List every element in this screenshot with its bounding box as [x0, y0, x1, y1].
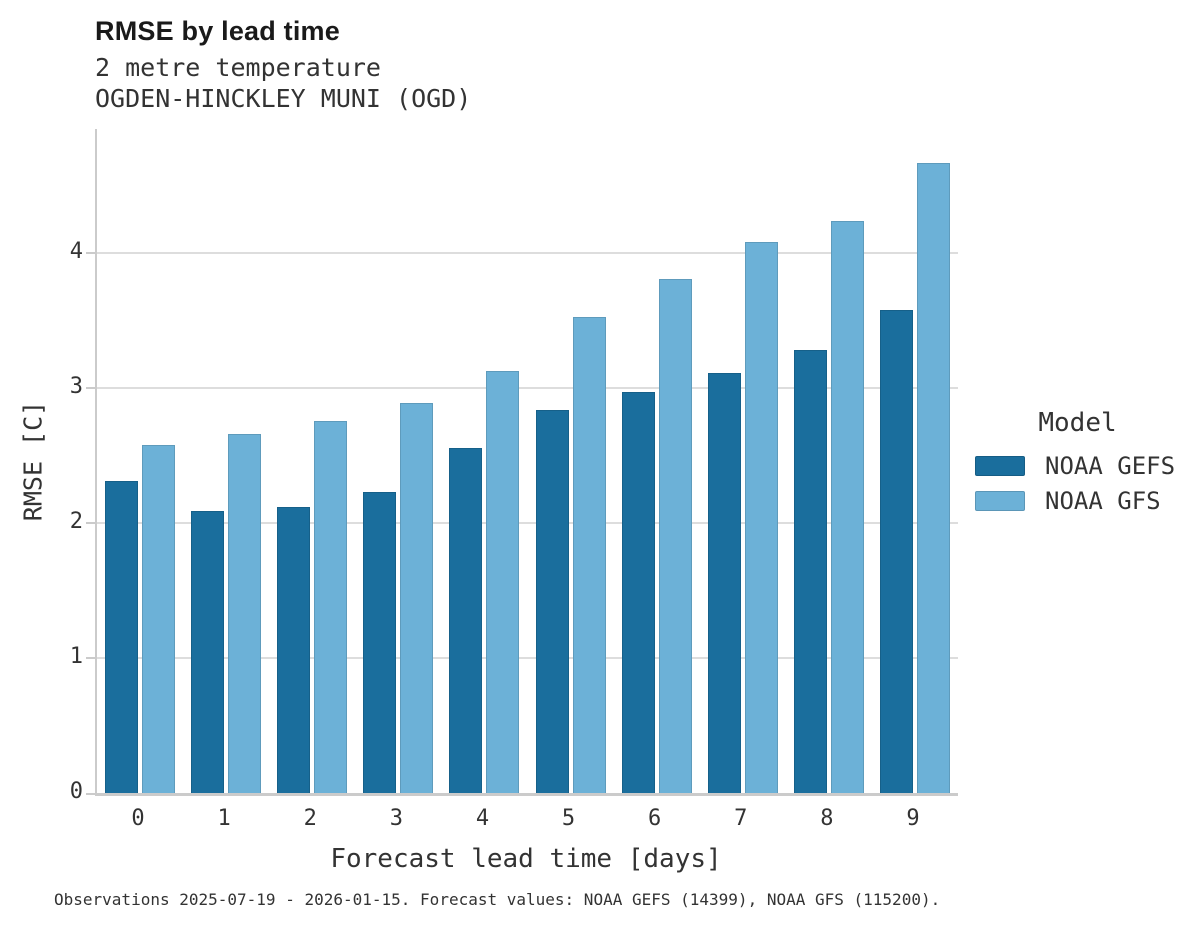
chart-subtitle-station: OGDEN-HINCKLEY MUNI (OGD)	[95, 84, 472, 113]
y-tick-label-4: 4	[69, 239, 83, 265]
legend-swatch-gfs-icon	[975, 490, 1025, 511]
gridline-y-4	[97, 252, 958, 255]
x-tick-label-9: 9	[906, 806, 920, 831]
y-tick-label-1: 1	[69, 644, 83, 670]
bar-noaa-gefs-day-8	[793, 350, 827, 793]
legend-label-gfs: NOAA GFS	[1045, 486, 1161, 515]
x-tick-label-1: 1	[217, 806, 231, 831]
y-tick-label-3: 3	[69, 374, 83, 400]
x-tick-label-2: 2	[303, 806, 317, 831]
y-tick-mark-1	[86, 657, 95, 660]
legend-swatch-gefs-icon	[975, 455, 1025, 476]
bar-noaa-gefs-day-9	[879, 309, 913, 793]
chart-title: RMSE by lead time	[95, 16, 340, 46]
x-tick-label-4: 4	[475, 806, 490, 831]
bar-noaa-gfs-day-3	[400, 402, 434, 793]
bar-noaa-gfs-day-4	[486, 370, 520, 793]
gridline-y-2	[97, 522, 958, 525]
x-tick-label-3: 3	[389, 806, 403, 831]
bar-noaa-gefs-day-4	[449, 447, 483, 793]
legend-label-gefs: NOAA GEFS	[1045, 451, 1176, 480]
x-tick-label-6: 6	[648, 806, 662, 831]
bar-noaa-gfs-day-5	[572, 316, 606, 793]
legend-entry-noaa-gfs: NOAA GFS	[965, 483, 1190, 518]
bar-noaa-gefs-day-5	[535, 409, 569, 793]
y-tick-mark-4	[86, 252, 95, 255]
plot-area	[86, 129, 958, 796]
caption: Observations 2025-07-19 - 2026-01-15. Fo…	[54, 890, 941, 909]
y-tick-label-2: 2	[69, 509, 83, 535]
bar-noaa-gefs-day-1	[191, 510, 225, 793]
chart-header: RMSE by lead time 2 metre temperature OG…	[95, 14, 471, 114]
gridline-y-3	[97, 387, 958, 390]
bar-noaa-gfs-day-2	[314, 420, 348, 793]
bar-noaa-gfs-day-1	[228, 434, 262, 793]
legend-title: Model	[1038, 408, 1117, 438]
bar-noaa-gefs-day-2	[277, 506, 311, 793]
legend: Model NOAA GEFS NOAA GFS	[965, 408, 1190, 518]
x-tick-label-8: 8	[820, 806, 834, 831]
bar-noaa-gefs-day-6	[621, 392, 655, 793]
y-tick-mark-2	[86, 522, 95, 525]
bar-noaa-gfs-day-8	[830, 220, 864, 793]
legend-entry-noaa-gefs: NOAA GEFS	[965, 448, 1190, 483]
y-tick-label-0: 0	[69, 779, 83, 804]
bar-noaa-gfs-day-7	[744, 242, 778, 793]
x-axis-title: Forecast lead time [days]	[330, 844, 722, 874]
x-tick-label-0: 0	[131, 806, 145, 831]
bar-noaa-gfs-day-6	[658, 278, 692, 793]
bar-noaa-gfs-day-9	[916, 162, 950, 793]
gridline-y-1	[97, 657, 958, 660]
chart-subtitle-variable: 2 metre temperature	[95, 53, 381, 82]
y-axis-title: RMSE [C]	[18, 400, 48, 522]
x-tick-label-7: 7	[734, 806, 748, 831]
y-tick-mark-3	[86, 387, 95, 390]
bar-noaa-gefs-day-3	[363, 492, 397, 793]
bar-noaa-gefs-day-0	[105, 481, 139, 793]
x-tick-label-5: 5	[561, 806, 576, 831]
bar-noaa-gfs-day-0	[142, 444, 176, 793]
bar-noaa-gefs-day-7	[707, 373, 741, 793]
y-tick-mark-0	[86, 793, 95, 795]
